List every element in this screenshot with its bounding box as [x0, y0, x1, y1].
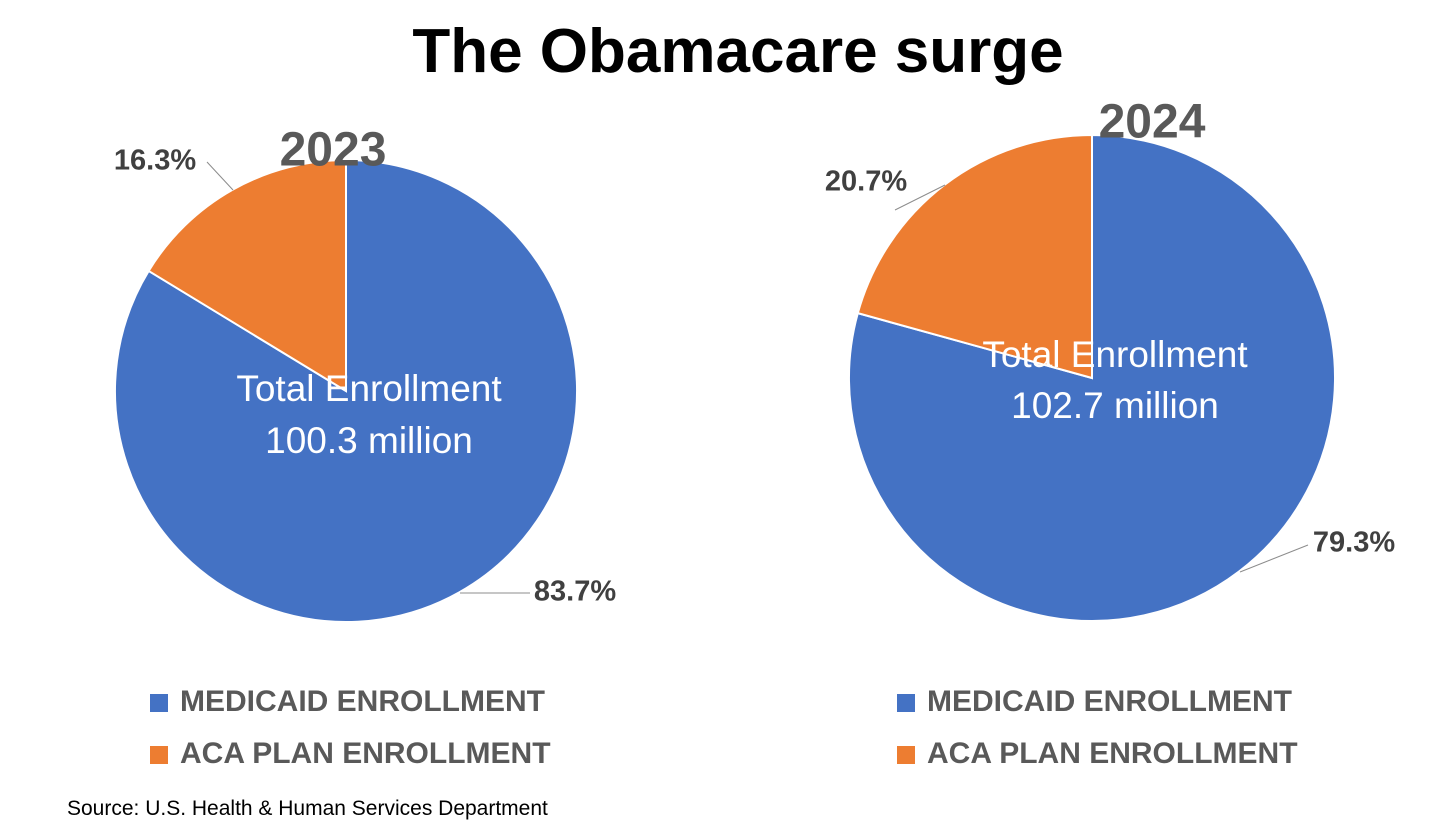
pie-slice-medicaid-2023: [114, 158, 578, 623]
legend-label-aca: ACA PLAN ENROLLMENT: [180, 737, 551, 770]
data-label-medicaid-2024: 79.3%: [1313, 527, 1395, 559]
leader-line-aca-2023: [206, 161, 234, 191]
center-label-value-2023: 100.3 million: [265, 420, 473, 461]
data-label-aca-2023: 16.3%: [114, 145, 196, 177]
center-label-heading-2024: Total Enrollment: [982, 334, 1248, 375]
source-note: Source: U.S. Health & Human Services Dep…: [67, 797, 548, 820]
legend-swatch-aca: [897, 746, 915, 764]
center-label-value-2024: 102.7 million: [1011, 385, 1219, 426]
legend-label-medicaid: MEDICAID ENROLLMENT: [927, 685, 1292, 718]
center-label-heading-2023: Total Enrollment: [236, 368, 502, 409]
legend-swatch-medicaid: [150, 694, 168, 712]
legend-label-aca: ACA PLAN ENROLLMENT: [927, 737, 1298, 770]
data-label-aca-2024: 20.7%: [825, 166, 907, 198]
data-label-medicaid-2023: 83.7%: [534, 576, 616, 608]
leader-line-aca-2024: [894, 184, 946, 211]
legend-swatch-aca: [150, 746, 168, 764]
page-title: The Obamacare surge: [412, 17, 1064, 86]
pie-slice-aca-2024: [856, 133, 1093, 380]
chart-title-2024: 2024: [1099, 96, 1206, 149]
leader-line-medicaid-2024: [1239, 544, 1309, 573]
pie-slice-medicaid-2024: [848, 133, 1336, 622]
chart-title-2023: 2023: [280, 124, 387, 177]
legend-swatch-medicaid: [897, 694, 915, 712]
legend-label-medicaid: MEDICAID ENROLLMENT: [180, 685, 545, 718]
